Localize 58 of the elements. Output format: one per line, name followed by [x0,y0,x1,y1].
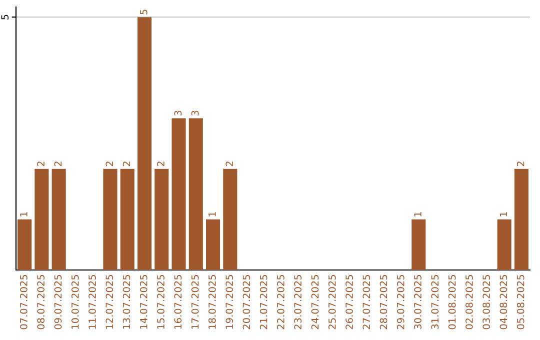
data-label: 2 [516,162,524,166]
x-tick-label: 02.08.2025 [466,275,473,330]
x-tick-label: 13.07.2025 [122,275,130,329]
data-label: 2 [106,162,113,166]
data-label: 1 [500,212,507,216]
data-label: 1 [414,212,422,216]
data-label: 2 [122,162,130,166]
data-label: 1 [20,212,28,216]
x-tick-label: 17.07.2025 [191,275,199,329]
x-tick-label: 28.07.2025 [380,275,388,330]
x-tick-label: 09.07.2025 [54,275,62,330]
bar [34,168,49,270]
x-tick-label: 03.08.2025 [482,275,490,330]
bar [137,17,152,270]
x-tick-label: 14.07.2025 [140,275,148,329]
x-tick-label: 24.07.2025 [311,275,319,330]
bar [18,219,32,270]
x-tick-label: 29.07.2025 [396,275,404,330]
x-tick-label: 20.07.2025 [242,275,250,330]
bar [514,168,528,270]
x-tick-label: 25.07.2025 [328,275,336,330]
x-tick-label: 01.08.2025 [448,275,456,330]
x-tick-label: 21.07.2025 [260,275,268,330]
bar [188,118,203,270]
x-tick-label: 10.07.2025 [71,275,79,329]
x-tick-label: 16.07.2025 [174,275,182,329]
data-label: 2 [54,162,62,166]
data-label: 1 [208,212,216,216]
x-tick-label: 18.07.2025 [208,275,216,329]
x-tick-label: 26.07.2025 [346,275,353,330]
bar [154,168,169,270]
data-label: 3 [191,110,199,116]
x-tick-label: 07.07.2025 [20,275,28,330]
x-tick-label: 22.07.2025 [277,275,284,330]
bar [52,168,66,270]
x-tick-label: 11.07.2025 [88,275,96,329]
bar [206,219,220,270]
data-label: 5 [140,10,148,14]
x-tick-label: 05.08.2025 [516,275,524,330]
x-tick-label: 30.07.2025 [414,275,422,330]
x-tick-label: 31.07.2025 [431,275,439,330]
data-label: 3 [174,110,182,116]
x-tick-label: 12.07.2025 [106,275,114,329]
bar [120,168,134,270]
x-tick-label: 04.08.2025 [500,275,508,330]
x-tick-label: 23.07.2025 [294,275,302,330]
x-tick-label: 27.07.2025 [362,275,370,330]
x-tick-label: 19.07.2025 [226,275,233,329]
bar [103,168,118,270]
data-label: 2 [37,162,44,166]
x-tick-label: 08.07.2025 [37,275,45,330]
bar [412,219,426,270]
data-label: 2 [157,162,164,166]
bar [497,219,512,270]
x-tick-label: 15.07.2025 [157,275,164,329]
bar [172,118,186,270]
data-label: 2 [226,162,233,166]
bar [223,168,238,270]
